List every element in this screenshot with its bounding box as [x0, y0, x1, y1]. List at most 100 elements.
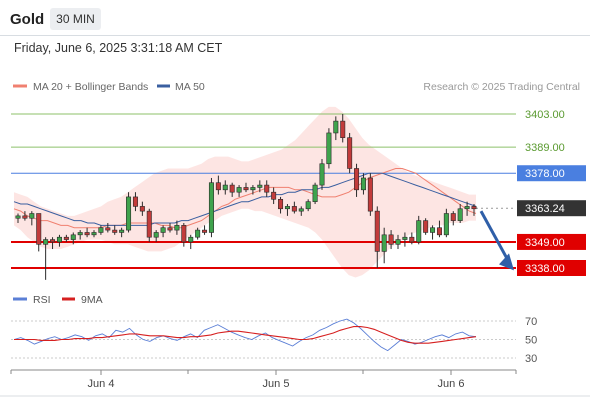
candle-body: [298, 208, 304, 212]
level-label-box-pivot: [517, 165, 586, 182]
candle-body: [236, 187, 242, 193]
candle-body: [271, 191, 277, 200]
candle-body: [215, 182, 221, 191]
candle-body: [22, 215, 28, 219]
candle-body: [457, 208, 463, 221]
ma50-line: [13, 172, 477, 226]
candle-body: [43, 239, 49, 245]
candle-body: [340, 120, 346, 138]
rsi-line: [13, 318, 477, 352]
candle-body: [29, 213, 35, 219]
time-axis-label: Jun 4: [88, 378, 115, 390]
candle-body: [284, 206, 290, 210]
candle-body: [264, 184, 270, 193]
price-level-labels: 3403.00 3389.00 3378.00 3363.24 3349.00 3338.…: [517, 109, 586, 276]
candle-body: [430, 227, 436, 233]
candle-body: [319, 163, 325, 186]
candle-body: [139, 206, 145, 212]
candle-body: [436, 227, 442, 236]
candle-body: [278, 198, 284, 210]
rsi-legend-label: RSI: [33, 294, 51, 306]
candle-body: [416, 220, 422, 243]
level-label-support: 3349.00: [525, 237, 565, 249]
candle-body: [423, 220, 429, 233]
candle-body: [243, 187, 249, 191]
candle-body: [167, 227, 173, 231]
header-divider: [0, 35, 590, 36]
support-resistance-levels: [11, 113, 516, 269]
level-label-resistance: 3403.00: [525, 109, 565, 121]
level-label-box-support: [517, 260, 586, 276]
rsi-ma-legend-label: 9MA: [81, 294, 103, 306]
candle-body: [450, 213, 456, 221]
candle-body: [15, 215, 21, 219]
candle-body: [208, 182, 214, 233]
time-axis-ticks: Jun 4 Jun 5 Jun 6: [10, 370, 517, 390]
candle-body: [36, 213, 42, 245]
level-label-support: 3338.00: [525, 263, 565, 275]
candle-body: [119, 229, 125, 233]
candle-body: [388, 234, 394, 245]
candle-body: [132, 196, 138, 207]
candle-body: [160, 227, 166, 233]
candle-body: [250, 187, 256, 191]
candle-body: [181, 225, 187, 243]
candle-body: [63, 236, 69, 240]
instrument-title: Gold: [10, 11, 45, 28]
candle-body: [146, 210, 152, 238]
candlesticks: [15, 114, 477, 280]
level-label-pivot: 3378.00: [525, 168, 565, 180]
candle-body: [70, 234, 76, 240]
candle-body: [257, 184, 263, 188]
candle-body: [374, 210, 380, 252]
rsi-tick-label: 70: [525, 316, 537, 328]
candle-body: [464, 206, 470, 210]
level-label-resistance: 3389.00: [525, 142, 565, 154]
rsi-panel: 70 50 30: [11, 316, 537, 365]
candle-body: [77, 232, 83, 236]
ma50-legend-label: MA 50: [175, 81, 205, 93]
candle-body: [326, 132, 332, 165]
candle-body: [84, 232, 90, 236]
candle-body: [443, 213, 449, 236]
candle-body: [91, 232, 97, 236]
candle-body: [381, 234, 387, 252]
research-credit: Research © 2025 Trading Central: [423, 81, 580, 93]
bollinger-bands: [14, 106, 476, 278]
candle-body: [354, 168, 360, 191]
time-axis-label: Jun 5: [263, 378, 290, 390]
candle-body: [112, 229, 118, 233]
rsi-tick-label: 50: [525, 335, 537, 347]
rsi-ma-line: [14, 326, 477, 344]
level-label-box-support: [517, 233, 586, 250]
candle-body: [367, 177, 373, 212]
candle-body: [402, 236, 408, 240]
timeframe-badge[interactable]: 30 MIN: [50, 8, 101, 30]
level-label-last: 3363.24: [525, 203, 565, 215]
ma20-legend-label: MA 20 + Bollinger Bands: [33, 81, 148, 93]
candle-body: [333, 120, 339, 134]
candle-body: [229, 184, 235, 193]
moving-averages: [13, 168, 477, 229]
level-label-box-last: [517, 200, 586, 217]
candle-body: [202, 229, 208, 233]
candle-body: [50, 239, 56, 243]
candle-body: [291, 206, 297, 212]
chart-datetime: Friday, June 6, 2025 3:31:18 AM CET: [14, 41, 223, 55]
candle-body: [360, 177, 366, 191]
forecast-arrow-head: [499, 253, 514, 271]
candle-body: [305, 201, 311, 210]
time-axis-label: Jun 6: [438, 378, 465, 390]
candle-body: [98, 227, 104, 233]
rsi-tick-label: 30: [525, 353, 537, 365]
candle-body: [105, 227, 111, 231]
bollinger-band-fill: [14, 106, 476, 278]
candle-body: [471, 206, 477, 210]
forecast-arrow: [479, 210, 514, 271]
candle-body: [174, 225, 180, 231]
candle-body: [409, 236, 415, 243]
candle-body: [153, 232, 159, 238]
candle-body: [56, 236, 62, 243]
